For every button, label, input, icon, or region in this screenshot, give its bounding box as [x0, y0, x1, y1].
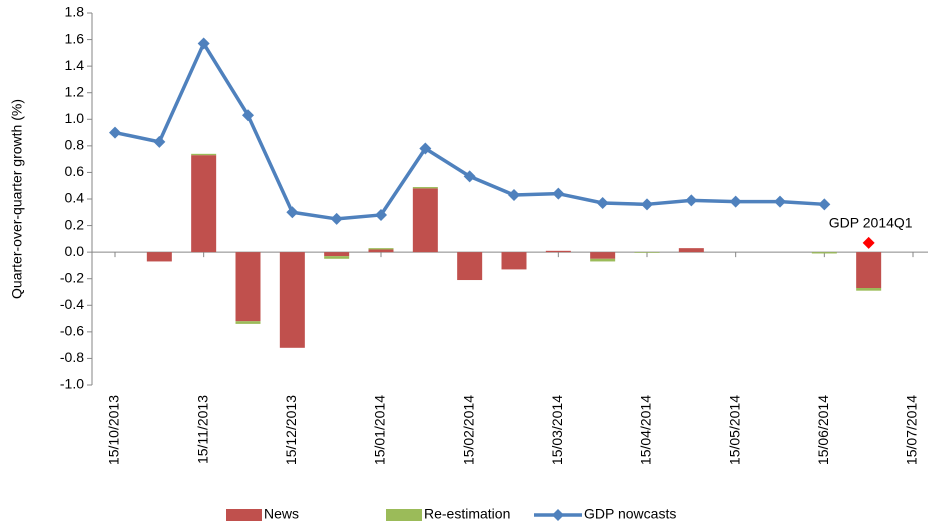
y-tick-label: 0.6 [65, 163, 85, 179]
line-marker [641, 198, 653, 211]
bar [590, 252, 616, 259]
y-tick-label: 0.2 [65, 216, 85, 232]
x-tick-label: 15/07/2014 [904, 395, 920, 465]
line-marker [729, 195, 742, 208]
line [114, 41, 825, 221]
y-tick-label: 0.0 [65, 243, 85, 259]
bar [856, 252, 882, 289]
x-tick-label: 15/05/2014 [726, 395, 742, 465]
bar [235, 321, 261, 324]
bar [368, 249, 394, 253]
point-label: GDP 2014Q1 [829, 215, 913, 231]
bar [678, 248, 704, 253]
y-tick-label: 0.8 [65, 137, 85, 153]
line-marker [419, 142, 432, 155]
bar [457, 252, 483, 281]
x-tick-label: 15/12/2013 [283, 395, 299, 465]
y-tick-label: 1.8 [65, 4, 85, 20]
bar [634, 252, 660, 253]
x-tick-label: 15/06/2014 [815, 395, 831, 465]
line-marker [375, 208, 387, 221]
x-tick-label: 15/11/2013 [194, 395, 210, 464]
bar [368, 248, 394, 250]
bar [545, 250, 571, 253]
line-marker [330, 212, 343, 225]
y-tick-label: -0.6 [60, 323, 84, 339]
line-marker [818, 198, 831, 211]
x-tick-label: 15/10/2013 [106, 395, 122, 465]
bar [412, 188, 438, 253]
bar [324, 256, 350, 259]
bar [279, 252, 305, 348]
bar [501, 252, 527, 270]
line-marker [197, 37, 210, 50]
bar [191, 153, 217, 156]
y-axis-label: Quarter-over-quarter growth (%) [9, 99, 25, 299]
legend-marker [552, 509, 564, 521]
line-marker [109, 126, 121, 139]
x-tick-label: 15/01/2014 [372, 395, 388, 465]
x-tick-label: 15/02/2014 [460, 395, 476, 465]
bar [191, 155, 217, 253]
line-marker [508, 189, 520, 202]
legend-label: GDP nowcasts [584, 506, 676, 522]
y-tick-label: 1.6 [65, 30, 85, 46]
y-tick-label: -1.0 [60, 376, 84, 392]
bar [412, 187, 438, 189]
y-tick-label: -0.8 [60, 349, 84, 365]
bar [590, 258, 616, 262]
legend-swatch [226, 509, 262, 521]
x-tick-label: 15/03/2014 [549, 395, 565, 465]
y-tick-label: -0.2 [60, 269, 84, 285]
y-tick-label: 1.0 [65, 110, 85, 126]
legend-label: News [264, 506, 299, 522]
line-marker [552, 187, 565, 200]
point-marker [862, 236, 875, 249]
bar [235, 252, 261, 322]
y-tick-label: -0.4 [60, 296, 84, 312]
legend-label: Re-estimation [424, 506, 510, 522]
line-marker [242, 109, 254, 122]
y-tick-label: 1.4 [65, 57, 85, 73]
line-marker [286, 206, 299, 219]
line-marker [774, 195, 786, 208]
y-tick-label: 0.4 [65, 190, 85, 206]
y-tick-label: 1.2 [65, 83, 85, 99]
line-marker [596, 196, 609, 209]
bar [856, 288, 882, 291]
line-marker [463, 170, 476, 183]
bar [324, 252, 350, 257]
x-tick-label: 15/04/2014 [638, 395, 654, 465]
legend-swatch [386, 509, 422, 521]
line-marker [685, 194, 698, 207]
line-marker [153, 135, 166, 148]
bar [146, 252, 172, 262]
bar [811, 252, 837, 254]
